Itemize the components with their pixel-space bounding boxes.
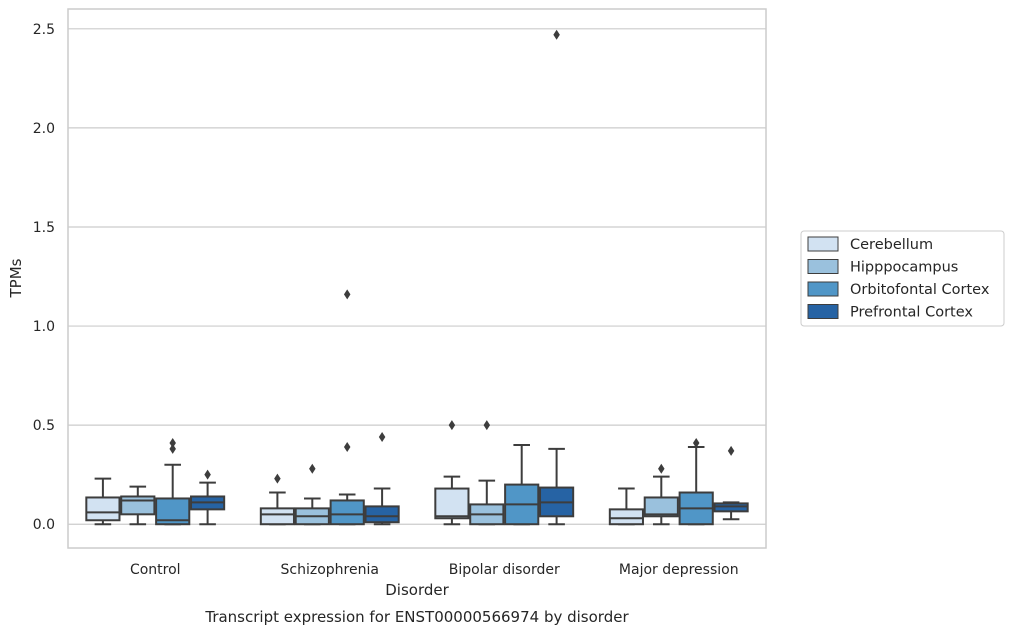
legend-swatch xyxy=(807,236,839,252)
outlier-point xyxy=(553,29,560,40)
box-0-0 xyxy=(85,477,121,526)
box-0-1 xyxy=(120,485,156,526)
y-tick-label: 0.5 xyxy=(33,418,55,434)
box-body xyxy=(434,487,470,520)
y-tick-label: 2.5 xyxy=(33,22,55,38)
box-body xyxy=(608,508,644,526)
y-tick-label: 1.5 xyxy=(33,220,55,236)
outlier-point xyxy=(343,441,351,452)
outlier-point xyxy=(343,289,351,300)
y-tick-label: 1.0 xyxy=(33,319,55,335)
outlier-point xyxy=(204,469,211,480)
outlier-point xyxy=(727,445,735,456)
outlier-point xyxy=(169,443,176,454)
legend-swatch xyxy=(807,304,839,319)
box-0-3 xyxy=(190,469,226,526)
x-tick-label: Major depression xyxy=(619,562,739,578)
box-groups xyxy=(85,29,749,526)
legend-swatch xyxy=(807,281,839,297)
legend-label: Prefrontal Cortex xyxy=(850,305,973,321)
chart-title: Transcript expression for ENST0000056697… xyxy=(204,608,629,626)
box-1-2 xyxy=(329,289,365,526)
box-body xyxy=(364,505,400,524)
y-axis-label: TPMs xyxy=(7,258,25,298)
box-3-2 xyxy=(678,437,714,526)
x-tick-label: Control xyxy=(130,562,181,578)
box-1-1 xyxy=(294,463,330,526)
box-body xyxy=(120,495,156,516)
box-1-3 xyxy=(364,432,400,526)
box-body xyxy=(259,507,295,526)
legend: Cerebellum Hipppocampus Orbitofontal Corte… xyxy=(800,230,1005,327)
box-3-3 xyxy=(713,445,749,521)
box-3-1 xyxy=(643,463,679,526)
box-body xyxy=(85,496,121,522)
outlier-point xyxy=(169,437,176,448)
y-tick-label: 2.0 xyxy=(33,121,55,137)
box-body xyxy=(643,496,679,518)
box-body xyxy=(329,499,365,526)
box-0-2 xyxy=(155,437,191,526)
box-3-0 xyxy=(608,487,644,526)
box-2-2 xyxy=(504,443,540,526)
box-2-1 xyxy=(469,420,505,526)
x-tick-label: Schizophrenia xyxy=(281,562,379,578)
x-tick-label: Bipolar disorder xyxy=(449,562,560,578)
outlier-point xyxy=(692,437,700,448)
legend-label: Cerebellum xyxy=(850,237,933,253)
plot-frame xyxy=(67,8,767,549)
y-axis-ticks: 0.0 0.5 1.0 1.5 2.0 2.5 xyxy=(33,22,55,533)
legend-swatch xyxy=(807,259,839,274)
outlier-point xyxy=(309,463,316,474)
legend-frame xyxy=(800,230,1005,327)
box-1-0 xyxy=(259,473,295,526)
x-axis-ticks: Control Schizophrenia Bipolar disorder Majo… xyxy=(130,562,739,578)
outlier-point xyxy=(378,432,386,443)
box-2-0 xyxy=(434,420,470,526)
legend-label: Hipppocampus xyxy=(850,260,958,276)
gridlines xyxy=(68,28,766,525)
outlier-point xyxy=(448,420,456,431)
outlier-point xyxy=(658,463,665,474)
outlier-point xyxy=(274,473,281,484)
box-2-3 xyxy=(539,29,575,526)
legend-label: Orbitofontal Cortex xyxy=(850,282,990,298)
x-axis-label: Disorder xyxy=(385,581,449,599)
outlier-point xyxy=(483,420,491,431)
y-tick-label: 0.0 xyxy=(33,517,55,533)
